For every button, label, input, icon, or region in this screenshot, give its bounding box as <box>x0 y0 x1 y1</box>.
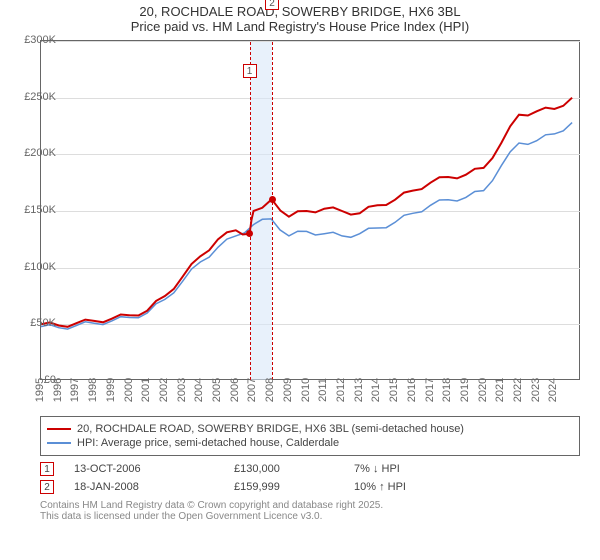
x-axis-label: 2005 <box>211 378 223 402</box>
legend: 20, ROCHDALE ROAD, SOWERBY BRIDGE, HX6 3… <box>40 416 580 456</box>
marker-label: 1 <box>243 64 257 78</box>
legend-swatch <box>47 442 71 444</box>
y-axis-label: £300K <box>16 34 56 46</box>
footer-attribution: Contains HM Land Registry data © Crown c… <box>40 500 596 522</box>
x-axis-label: 2022 <box>512 378 524 402</box>
x-axis-label: 2004 <box>194 378 206 402</box>
transaction-id-box: 2 <box>40 480 54 494</box>
x-axis-label: 2010 <box>300 378 312 402</box>
transaction-price: £159,999 <box>234 481 354 493</box>
x-axis-label: 2015 <box>388 378 400 402</box>
x-axis-label: 2003 <box>176 378 188 402</box>
transaction-date: 18-JAN-2008 <box>74 481 234 493</box>
x-axis-label: 2012 <box>335 378 347 402</box>
footer-line-1: Contains HM Land Registry data © Crown c… <box>40 500 596 511</box>
y-axis-label: £200K <box>16 147 56 159</box>
x-axis-label: 2009 <box>282 378 294 402</box>
legend-swatch <box>47 428 71 430</box>
y-axis-label: £50K <box>16 317 56 329</box>
y-axis-label: £150K <box>16 204 56 216</box>
x-axis-label: 2017 <box>424 378 436 402</box>
transaction-pct: 10% ↑ HPI <box>354 481 474 493</box>
x-axis-label: 2016 <box>406 378 418 402</box>
x-axis-label: 2024 <box>548 378 560 402</box>
legend-label: HPI: Average price, semi-detached house,… <box>77 437 339 449</box>
y-axis-label: £100K <box>16 261 56 273</box>
series-line <box>41 123 572 330</box>
x-axis-label: 2006 <box>229 378 241 402</box>
x-axis-label: 2002 <box>158 378 170 402</box>
x-axis-label: 2023 <box>530 378 542 402</box>
x-axis-label: 2018 <box>441 378 453 402</box>
x-axis-label: 2019 <box>459 378 471 402</box>
x-axis-label: 1999 <box>105 378 117 402</box>
x-axis-label: 2014 <box>371 378 383 402</box>
series-line <box>41 98 572 327</box>
marker-label: 2 <box>265 0 279 10</box>
marker-point <box>269 196 276 203</box>
chart-subtitle: Price paid vs. HM Land Registry's House … <box>4 19 596 34</box>
legend-row: HPI: Average price, semi-detached house,… <box>47 437 573 449</box>
chart-title: 20, ROCHDALE ROAD, SOWERBY BRIDGE, HX6 3… <box>4 4 596 19</box>
legend-row: 20, ROCHDALE ROAD, SOWERBY BRIDGE, HX6 3… <box>47 423 573 435</box>
transactions-table: 1 13-OCT-2006£130,0007% ↓ HPI 2 18-JAN-2008… <box>40 462 596 494</box>
x-axis-label: 1995 <box>34 378 46 402</box>
x-axis-label: 2011 <box>317 378 329 402</box>
transaction-pct: 7% ↓ HPI <box>354 463 474 475</box>
x-axis-label: 1996 <box>52 378 64 402</box>
x-axis-label: 2000 <box>123 378 135 402</box>
legend-label: 20, ROCHDALE ROAD, SOWERBY BRIDGE, HX6 3… <box>77 423 464 435</box>
plot-area: 12 <box>40 40 580 380</box>
x-axis-label: 1997 <box>70 378 82 402</box>
marker-vline <box>272 42 273 380</box>
y-axis-label: £250K <box>16 91 56 103</box>
x-axis-label: 1998 <box>87 378 99 402</box>
transaction-row: 2 18-JAN-2008£159,99910% ↑ HPI <box>40 480 596 494</box>
transaction-row: 1 13-OCT-2006£130,0007% ↓ HPI <box>40 462 596 476</box>
x-axis-label: 2013 <box>353 378 365 402</box>
x-axis-label: 2001 <box>140 378 152 402</box>
transaction-id-box: 1 <box>40 462 54 476</box>
marker-vline <box>250 42 251 380</box>
x-axis-label: 2008 <box>264 378 276 402</box>
x-axis-label: 2021 <box>495 378 507 402</box>
transaction-date: 13-OCT-2006 <box>74 463 234 475</box>
line-chart-svg <box>41 41 581 381</box>
footer-line-2: This data is licensed under the Open Gov… <box>40 511 596 522</box>
x-axis-label: 2007 <box>247 378 259 402</box>
x-axis-label: 2020 <box>477 378 489 402</box>
chart-area: 12 £0£50K£100K£150K£200K£250K£300K199519… <box>40 40 600 410</box>
transaction-price: £130,000 <box>234 463 354 475</box>
